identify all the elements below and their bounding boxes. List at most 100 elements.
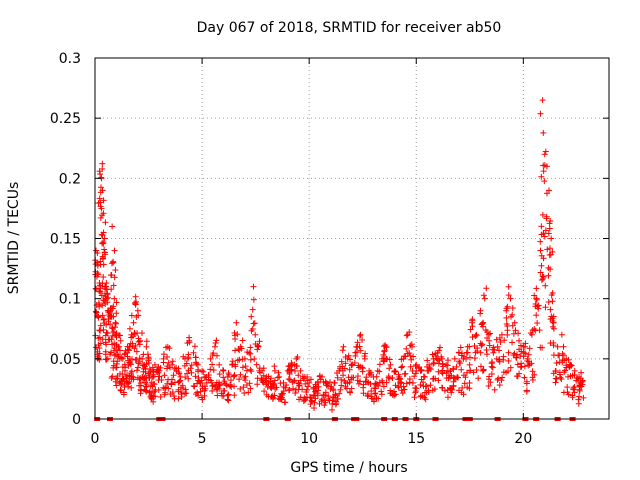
data-point [543,215,550,222]
data-point [578,369,585,376]
data-point [540,273,547,280]
data-point [113,299,120,306]
data-point [437,344,444,351]
data-point [269,381,276,388]
data-point [169,376,176,383]
data-point [96,303,103,310]
data-point [505,283,512,290]
data-point [489,359,496,366]
data-point [161,372,168,379]
data-point [340,372,347,379]
data-point [441,387,448,394]
data-point [475,375,482,382]
data-point [127,360,134,367]
data-point [444,394,451,401]
data-point [466,343,473,350]
data-point [144,351,151,358]
data-point [467,367,474,374]
data-point [560,352,567,359]
data-point [209,361,216,368]
data-point [549,323,556,330]
data-point [192,391,199,398]
data-point [250,283,257,290]
data-point [216,361,223,368]
data-point [554,343,561,350]
data-point [338,376,345,383]
data-point [126,343,133,350]
data-point [128,356,135,363]
data-point [427,382,434,389]
data-point [110,313,117,320]
data-point [175,388,182,395]
data-point [555,352,562,359]
data-point [518,348,525,355]
data-point [490,349,497,356]
data-point [196,378,203,385]
data-point [407,352,414,359]
data-point [533,312,540,319]
data-point [93,247,100,254]
data-point [533,296,540,303]
data-point [314,390,321,397]
data-point [411,394,418,401]
data-point [191,383,198,390]
data-point [540,255,547,262]
data-point [528,360,535,367]
data-point [193,360,200,367]
data-point [526,345,533,352]
data-point [96,280,103,287]
data-point [402,370,409,377]
data-point [98,174,105,181]
data-point [96,288,103,295]
data-point [396,375,403,382]
data-point [143,343,150,350]
data-point [168,380,175,387]
data-point [278,396,285,403]
data-point [418,392,425,399]
data-point [435,377,442,384]
data-point [97,184,104,191]
data-point [236,347,243,354]
data-point [237,385,244,392]
data-point [239,337,246,344]
data-point [535,305,542,312]
data-point [538,223,545,230]
data-point [135,312,142,319]
data-point [362,350,369,357]
data-point [288,366,295,373]
data-point [407,363,414,370]
data-point [251,320,258,327]
data-point [117,386,124,393]
data-point [334,374,341,381]
data-point [529,368,536,375]
data-point [132,342,139,349]
data-point [398,356,405,363]
data-point [348,385,355,392]
data-point [443,361,450,368]
data-point [565,356,572,363]
data-point [363,378,370,385]
data-point [400,383,407,390]
data-point [342,354,349,361]
data-point [484,351,491,358]
data-point [387,361,394,368]
x-tick-label: 20 [514,431,532,447]
data-point [359,365,366,372]
data-point [207,355,214,362]
data-point [336,390,343,397]
data-point [479,320,486,327]
data-point [307,394,314,401]
data-point [290,385,297,392]
data-point [200,368,207,375]
data-point [210,350,217,357]
data-point [451,375,458,382]
data-point [479,323,486,330]
data-point [220,387,227,394]
data-point [145,354,152,361]
data-point [169,389,176,396]
data-point [201,392,208,399]
data-point [466,354,473,361]
data-point [109,324,116,331]
data-point [445,357,452,364]
data-point [507,364,514,371]
